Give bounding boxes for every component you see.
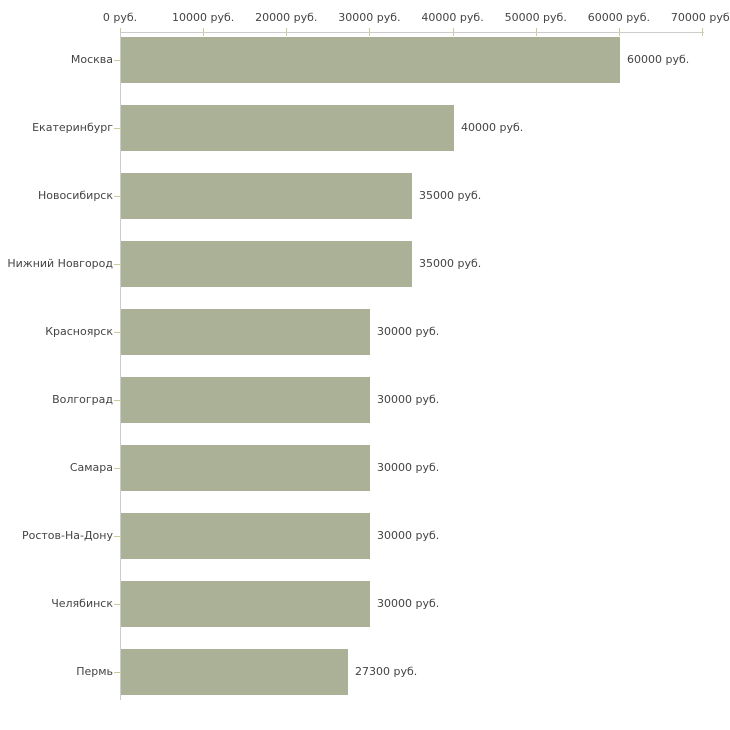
category-label: Пермь (76, 665, 113, 678)
value-label: 35000 руб. (419, 189, 482, 202)
category-label: Самара (69, 461, 113, 474)
value-label: 35000 руб. (419, 257, 482, 270)
x-tick-label: 70000 руб. (670, 11, 730, 24)
bar-Нижний Новгород (121, 241, 412, 287)
bar-Челябинск (121, 581, 370, 627)
y-tick (114, 332, 121, 333)
bar-Волгоград (121, 377, 370, 423)
value-label: 40000 руб. (461, 121, 524, 134)
bar-Москва (121, 37, 620, 83)
bar-Красноярск (121, 309, 370, 355)
category-label: Волгоград (52, 393, 113, 406)
category-label: Новосибирск (37, 189, 113, 202)
x-tick-label: 10000 руб. (172, 11, 235, 24)
x-tick-label: 30000 руб. (338, 11, 401, 24)
value-label: 30000 руб. (377, 529, 440, 542)
x-tick-label: 0 руб. (102, 11, 138, 24)
x-axis-line (120, 32, 704, 33)
bar-Пермь (121, 649, 348, 695)
bar-Самара (121, 445, 370, 491)
value-label: 60000 руб. (627, 53, 690, 66)
value-label: 30000 руб. (377, 461, 440, 474)
x-tick-label: 60000 руб. (587, 11, 650, 24)
y-tick (114, 604, 121, 605)
category-label: Челябинск (51, 597, 113, 610)
y-tick (114, 672, 121, 673)
category-label: Екатеринбург (32, 121, 113, 134)
y-tick (114, 400, 121, 401)
bar-Екатеринбург (121, 105, 454, 151)
y-tick (114, 128, 121, 129)
value-label: 30000 руб. (377, 393, 440, 406)
category-label: Ростов-На-Дону (21, 529, 113, 542)
bar-Новосибирск (121, 173, 412, 219)
x-tick-label: 20000 руб. (255, 11, 318, 24)
bar-Ростов-На-Дону (121, 513, 370, 559)
value-label: 30000 руб. (377, 325, 440, 338)
y-axis-line (120, 32, 121, 700)
y-tick (114, 60, 121, 61)
y-tick (114, 468, 121, 469)
y-tick (114, 536, 121, 537)
category-label: Нижний Новгород (7, 257, 113, 270)
category-label: Красноярск (45, 325, 113, 338)
y-tick (114, 196, 121, 197)
category-label: Москва (70, 53, 113, 66)
x-tick-label: 40000 руб. (421, 11, 484, 24)
x-tick-label: 50000 руб. (504, 11, 567, 24)
y-tick (114, 264, 121, 265)
value-label: 30000 руб. (377, 597, 440, 610)
value-label: 27300 руб. (355, 665, 418, 678)
